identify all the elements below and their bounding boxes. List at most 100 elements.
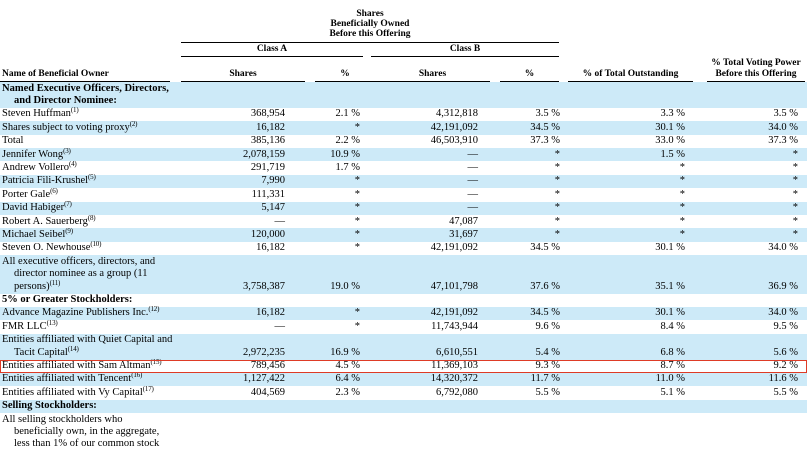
table-title: Shares Beneficially Owned Before this Of… [181, 0, 559, 43]
class-b-percent-cell: * [554, 148, 560, 160]
footnote-reference: (13) [46, 318, 58, 327]
voting-power-percent-cell: 5.5 % [773, 386, 799, 398]
column-header-voting-power: % Total Voting Power Before this Offerin… [695, 58, 807, 82]
total-outstanding-percent-cell: 8.4 % [660, 320, 686, 332]
class-b-shares-cell: 4,312,818 [436, 108, 478, 120]
class-b-shares-cell: 11,743,944 [431, 320, 478, 332]
class-b-percent-cell [490, 412, 568, 413]
table-body: Named Executive Officers, Directors, and… [0, 82, 807, 451]
footnote-reference: (2) [129, 119, 138, 128]
voting-power-line-1: % Total Voting Power [711, 58, 801, 68]
table-row: Shares subject to voting proxy(2) 16,182… [0, 119, 807, 135]
class-b-percent-cell: * [554, 202, 560, 214]
class-b-shares-cell: 42,191,092 [430, 307, 478, 319]
class-a-header: Class A [181, 44, 363, 57]
class-b-shares-cell: 14,320,372 [430, 373, 478, 385]
owner-name-cell: Patricia Fili-Krushel(5) [0, 174, 178, 188]
column-header-total-outstanding: % of Total Outstanding [568, 69, 695, 82]
table-row: All executive officers, directors, and d… [0, 255, 807, 294]
footnote-reference: (10) [90, 240, 102, 249]
class-b-percent-cell: * [554, 175, 560, 187]
voting-power-percent-cell: * [792, 175, 798, 187]
voting-power-percent-cell: 34.0 % [768, 242, 798, 254]
class-a-shares-cell: 404,569 [250, 386, 285, 398]
table-title-line-1: Shares [356, 9, 384, 19]
class-a-percent-cell: 10.9 % [330, 148, 360, 160]
class-group-gap [363, 44, 371, 57]
class-b-shares-cell: — [467, 202, 479, 214]
class-a-shares-cell: 1,127,422 [243, 373, 285, 385]
class-b-shares-cell: — [467, 148, 479, 160]
voting-power-percent-cell: * [792, 202, 798, 214]
owner-name: David Habiger [2, 202, 65, 214]
voting-power-percent-cell: 34.0 % [768, 121, 798, 133]
class-b-percent-cell: * [554, 228, 560, 240]
class-b-shares-cell: 42,191,092 [430, 121, 478, 133]
class-b-percent-cell: 34.5 % [530, 242, 560, 254]
footnote-reference: (17) [142, 384, 154, 393]
owner-name-cell: Jennifer Wong(3) [0, 147, 178, 161]
owner-name-cell: Robert A. Sauerberg(8) [0, 214, 178, 228]
table-row: Steven O. Newhouse(10) 16,182 * 42,191,0… [0, 240, 807, 255]
voting-power-percent-cell: 34.0 % [768, 307, 798, 319]
owner-name: 5% or Greater Stockholders: [2, 294, 133, 305]
class-b-shares-cell: 6,792,080 [436, 386, 478, 398]
class-b-percent-cell: 34.5 % [530, 121, 560, 133]
footnote-reference: (7) [64, 200, 72, 209]
total-outstanding-percent-cell: 30.1 % [655, 242, 685, 254]
voting-power-percent-cell: 9.5 % [773, 320, 799, 332]
voting-power-percent-cell: * [792, 215, 798, 227]
total-outstanding-percent-cell: * [679, 202, 685, 214]
class-b-percent-cell: * [554, 188, 560, 200]
table-row: Selling Stockholders: [0, 399, 807, 414]
class-b-shares-cell: — [467, 188, 479, 200]
owner-name-cell: Entities affiliated with Vy Capital(17) [0, 384, 178, 399]
class-b-shares-cell: 42,191,092 [430, 242, 478, 254]
owner-name: All selling stockholders who beneficiall… [2, 413, 160, 450]
owner-name-cell: Steven Huffman(1) [0, 107, 178, 121]
table-row: Entities affiliated with Quiet Capital a… [0, 333, 807, 360]
owner-name-cell: All executive officers, directors, and d… [0, 255, 178, 293]
owner-name: Entities affiliated with Vy Capital [2, 386, 143, 398]
owner-name: Steven O. Newhouse [2, 242, 91, 254]
owner-name: Steven Huffman [2, 108, 71, 120]
class-b-percent-cell: 11.7 % [530, 373, 560, 385]
owner-name: Entities affiliated with Tencent [2, 373, 132, 385]
class-b-header: Class B [371, 44, 559, 57]
owner-name-cell: Advance Magazine Publishers Inc.(12) [0, 306, 178, 320]
footnote-reference: (15) [150, 358, 162, 367]
class-b-shares-cell: — [467, 175, 479, 187]
total-outstanding-percent-cell: 11.0 % [655, 373, 685, 385]
owner-name-cell: Selling Stockholders: [0, 400, 178, 413]
class-a-percent-cell: * [354, 121, 360, 133]
column-header-class-a-percent: % [305, 69, 375, 82]
class-a-shares-cell: — [274, 320, 286, 332]
owner-name-cell: Porter Gale(6) [0, 187, 178, 201]
column-header-name: Name of Beneficial Owner [0, 69, 178, 82]
class-a-shares-cell: 16,182 [256, 242, 285, 254]
total-outstanding-percent-cell: * [679, 215, 685, 227]
footnote-reference: (9) [65, 226, 73, 235]
table-row: Porter Gale(6) 111,331 * — * * * [0, 187, 807, 201]
class-a-percent-cell: * [354, 188, 360, 200]
voting-power-percent-cell: 37.3 % [768, 135, 798, 147]
class-a-shares-cell: 385,136 [250, 135, 285, 147]
total-outstanding-percent-cell: 30.1 % [655, 307, 685, 319]
class-b-percent-cell: 9.6 % [535, 320, 561, 332]
total-outstanding-percent-cell: * [679, 188, 685, 200]
table-row: FMR LLC(13) — * 11,743,944 9.6 % 8.4 % 9… [0, 318, 807, 333]
class-a-percent-cell: * [354, 228, 360, 240]
class-a-percent-cell: * [354, 215, 360, 227]
class-a-shares-cell: 2,972,235 [243, 346, 285, 358]
class-b-shares-cell: 6,610,551 [436, 346, 478, 358]
class-b-percent-cell: 5.5 % [535, 386, 561, 398]
class-a-shares-cell: 16,182 [256, 307, 285, 319]
table-row: Patricia Fili-Krushel(5) 7,990 * — * * * [0, 174, 807, 189]
class-b-percent-cell: 34.5 % [530, 307, 560, 319]
class-b-percent-cell: 9.3 % [535, 360, 561, 372]
class-b-shares-cell [375, 412, 490, 413]
owner-name-cell: Steven O. Newhouse(10) [0, 240, 178, 255]
class-a-percent-cell: * [354, 320, 360, 332]
voting-power-percent-cell: * [792, 148, 798, 160]
